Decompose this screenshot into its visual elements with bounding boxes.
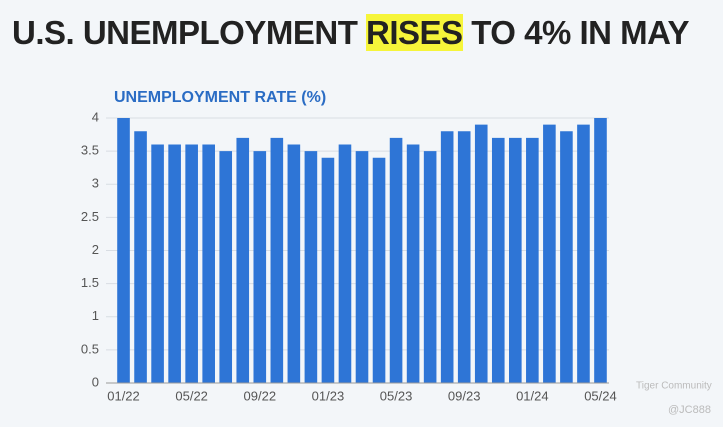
title-part: U.S. UNEMPLOYMENT (12, 14, 358, 51)
bar (338, 144, 352, 383)
y-tick-label: 3 (92, 176, 99, 191)
watermark: @JC888 (668, 404, 711, 416)
bar (509, 137, 522, 383)
x-tick-label: 01/22 (107, 388, 140, 403)
y-tick-label: 2.5 (81, 209, 99, 224)
bar (253, 151, 267, 383)
bar (440, 131, 454, 383)
chart-subtitle: UNEMPLOYMENT RATE (%) (114, 89, 326, 106)
x-tick-label: 09/22 (244, 388, 277, 403)
bar (321, 157, 335, 383)
y-tick-label: 2 (92, 242, 99, 257)
y-tick-label: 0.5 (81, 341, 99, 356)
bar (117, 118, 130, 383)
bar (526, 137, 539, 383)
x-tick-label: 01/23 (312, 388, 345, 403)
y-tick-label: 3.5 (81, 143, 99, 158)
y-tick-label: 1 (92, 308, 99, 323)
y-tick-label: 4 (92, 109, 99, 124)
bar (474, 124, 488, 383)
x-tick-label: 09/23 (448, 388, 481, 403)
title-highlight: RISES (366, 14, 463, 51)
bar (457, 131, 471, 383)
bar (134, 131, 147, 383)
bar (270, 137, 284, 383)
x-tick-label: 05/23 (380, 388, 413, 403)
x-tick-label: 01/24 (516, 388, 549, 403)
y-tick-label: 1.5 (81, 275, 99, 290)
bar (202, 144, 215, 383)
bar (389, 137, 403, 383)
x-tick-label: 05/24 (584, 388, 617, 403)
bar (560, 131, 573, 383)
watermark: Tiger Community (636, 381, 712, 392)
bar (287, 144, 301, 383)
bar (543, 124, 556, 383)
bar (491, 137, 505, 383)
bar (406, 144, 420, 383)
x-tick-label: 05/22 (175, 388, 208, 403)
bar (168, 144, 181, 383)
bar (594, 118, 607, 383)
bar (577, 124, 590, 383)
title-part: TO 4% IN MAY (471, 14, 689, 51)
bar (236, 137, 250, 383)
bar (423, 151, 437, 383)
bar (151, 144, 164, 383)
bar (304, 151, 318, 383)
bar (372, 157, 386, 383)
bar (355, 151, 369, 383)
bar (185, 144, 198, 383)
chart-title: U.S. UNEMPLOYMENT RISES TO 4% IN MAY (12, 14, 689, 52)
y-tick-label: 0 (92, 374, 99, 389)
bar (219, 151, 233, 383)
